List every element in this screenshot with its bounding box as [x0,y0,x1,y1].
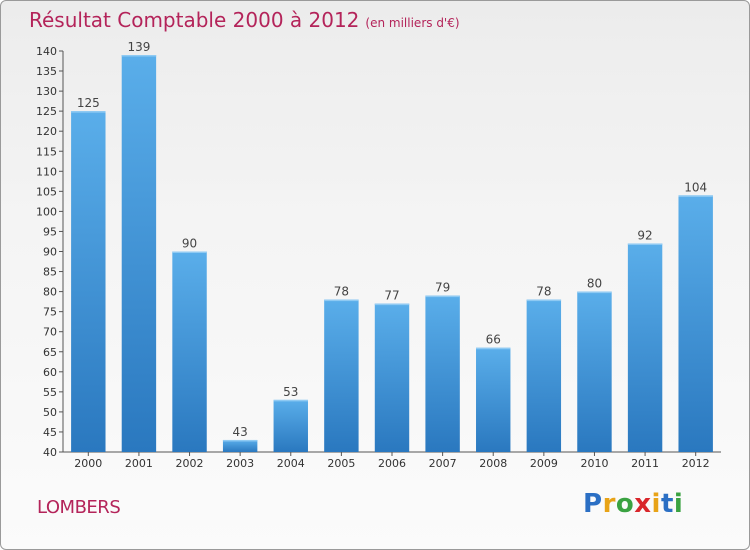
y-tick-label: 115 [36,145,57,158]
bar [476,347,511,452]
bar [577,291,612,452]
y-tick-label: 40 [43,446,57,459]
logo-letter: x [634,489,652,519]
bar-top-highlight [71,111,106,113]
bar-top-highlight [476,347,511,350]
y-tick-label: 80 [43,286,57,299]
bar-top-highlight [577,291,612,294]
y-tick-labels: 40 45 50 55 60 65 70 75 80 85 90 95 100 105 110 115 120 1… [36,45,57,459]
bar-top-highlight [425,295,460,298]
chart-subtitle: (en milliers d'€) [365,16,460,30]
logo-letter: i [651,489,661,519]
bar-top-highlight [678,195,713,197]
logo-letter: r [602,489,616,519]
bar-value-label: 77 [384,289,399,303]
bar [121,55,157,452]
y-tick-label: 130 [36,85,57,98]
x-tick-label: 2003 [226,457,254,470]
bar [526,299,562,452]
x-tick-labels: 2000 2001 2002 2003 2004 2005 2006 2007 2008 2009… [74,457,709,470]
chart-title: Résultat Comptable 2000 à 2012 (en millie… [29,8,460,32]
bar-top-highlight [374,303,410,306]
bar-top-highlight [121,55,157,57]
y-tick-label: 90 [43,246,57,259]
bar-value-label: 43 [233,425,248,439]
bar [678,195,713,453]
y-tick-label: 60 [43,366,57,379]
y-tick-label: 125 [36,105,57,118]
bar-top-highlight [526,299,562,302]
y-tick-label: 55 [43,386,57,399]
bar-value-label: 79 [435,281,450,295]
bar-value-label: 78 [334,285,349,299]
y-tick-label: 65 [43,346,57,359]
x-tick-label: 2004 [277,457,305,470]
bar-value-label: 78 [536,285,551,299]
x-tick-label: 2008 [479,457,507,470]
y-tick-label: 140 [36,45,57,58]
bar-value-label: 66 [486,333,501,347]
bar [425,295,460,452]
x-tick-label: 2006 [378,457,406,470]
x-tick-label: 2000 [74,457,102,470]
commune-name: LOMBERS [37,497,121,518]
proxiti-logo: Proxiti [583,489,683,519]
bar-value-label: 90 [182,237,197,251]
y-tick-label: 120 [36,125,57,138]
x-tick-label: 2011 [631,457,659,470]
bar [627,243,663,452]
y-tick-label: 135 [36,65,57,78]
bar-value-label: 92 [637,228,652,242]
bar [172,251,207,452]
value-labels: 125 139 90 43 53 78 77 79 66 78 80 92 104 [77,40,707,439]
bar-top-highlight [172,251,207,253]
bars [71,55,713,453]
y-tick-label: 70 [43,326,57,339]
bar-value-label: 125 [77,96,100,110]
bar [273,399,308,452]
bar [222,439,258,452]
y-tick-label: 45 [43,426,57,439]
bar-top-highlight [627,243,663,245]
x-tick-label: 2012 [682,457,710,470]
bar [374,303,410,452]
x-tick-label: 2005 [327,457,355,470]
bar [324,299,359,452]
y-tick-label: 105 [36,185,57,198]
bar [71,111,106,453]
x-tick-label: 2009 [530,457,558,470]
y-tick-label: 100 [36,205,57,218]
bar-value-label: 80 [587,277,602,291]
logo-letter: i [673,489,684,519]
x-tick-label: 2007 [429,457,457,470]
logo-letter: o [615,489,635,519]
y-tick-label: 75 [43,306,57,319]
bar-value-label: 139 [127,40,150,54]
bar-value-label: 104 [684,180,707,194]
x-tick-label: 2010 [580,457,608,470]
bar-top-highlight [222,439,258,442]
bar-top-highlight [273,399,308,402]
y-tick-label: 50 [43,406,57,419]
y-tick-label: 95 [43,225,57,238]
y-tick-label: 85 [43,266,57,279]
x-tick-label: 2002 [176,457,204,470]
y-tick-label: 110 [36,165,57,178]
logo-letter: P [583,489,603,519]
bar-top-highlight [324,299,359,302]
logo-letter: t [660,489,674,519]
bar-value-label: 53 [283,385,298,399]
x-tick-label: 2001 [125,457,153,470]
